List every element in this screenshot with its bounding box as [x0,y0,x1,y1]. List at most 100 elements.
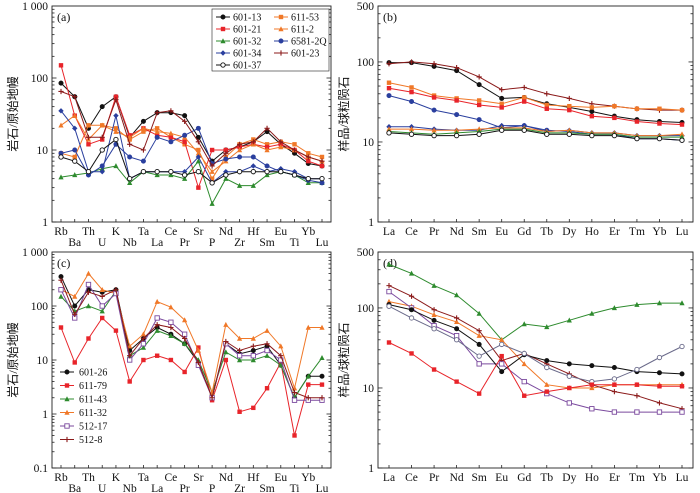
data-point [589,382,595,387]
x-tick-label: Tb [540,472,553,484]
series-line [389,62,683,123]
x-tick-label: Tm [629,472,645,484]
data-point [264,386,270,391]
data-point [72,147,78,153]
data-point [113,287,119,293]
data-point [544,389,549,394]
data-point [544,381,550,387]
y-tick-label: 100 [31,73,49,85]
data-point [305,154,311,160]
data-point [634,409,640,415]
data-point [99,308,105,314]
data-point [72,158,78,164]
x-tick-label: Yb [652,226,666,238]
data-point [431,317,437,323]
data-point [236,347,243,354]
series-line [388,291,682,413]
data-point [140,344,147,350]
data-point [182,175,188,181]
data-point [679,131,685,137]
data-point [251,405,256,411]
data-point [223,150,229,156]
data-point [386,340,392,345]
data-point [140,335,147,342]
data-point [209,168,215,174]
x-tick-label: Th [82,226,95,238]
x-tick-label: Nb [123,483,137,493]
data-point [305,373,311,379]
series-line [60,91,323,167]
data-point [278,144,284,150]
legend-label: 611-53 [291,13,319,24]
data-point [476,391,482,396]
data-point [264,169,270,175]
data-point [72,360,77,365]
data-point [141,129,146,134]
data-point [113,328,119,333]
x-tick-label: Sm [471,472,486,484]
x-tick-label: Pr [429,472,439,484]
data-point [544,364,550,371]
series-line [388,128,682,138]
data-point [182,139,187,144]
data-point [209,395,215,401]
data-point [386,85,392,91]
data-point [679,384,685,389]
data-point [58,277,64,283]
data-point [154,327,160,333]
data-point [656,400,663,406]
x-tick-label: Rb [54,226,68,238]
data-point [566,127,572,133]
x-tick-label: P [209,483,215,493]
data-point [278,343,284,349]
plot-frame [51,5,332,223]
data-point [99,122,105,128]
data-point [113,128,119,134]
series-line [388,305,683,383]
data-point [99,293,105,300]
data-point [85,303,92,309]
x-tick-label: Ba [68,483,81,493]
data-point [431,307,437,313]
data-point [58,122,64,128]
y-tick-label: 1 [42,217,48,229]
y-axis-label: 岩石/原始地幔 [5,322,20,397]
series-line [388,87,683,126]
data-point [237,154,243,160]
y-axis-label: 样品/球粒陨石 [336,322,351,397]
data-point [319,382,325,387]
data-point [182,369,187,375]
data-point [634,106,640,111]
data-point [291,172,298,178]
data-point [99,134,105,140]
data-point [182,132,188,138]
series-line [389,127,683,137]
data-point [154,126,160,131]
data-point [264,125,270,131]
legend-label: 601-21 [233,25,261,36]
data-point [453,132,460,139]
data-point [476,98,482,103]
x-tick-label: U [98,483,107,493]
y-tick-label: 10 [37,355,49,367]
data-point [209,163,215,169]
data-point [589,105,595,110]
data-point [182,335,188,342]
data-point [140,341,147,347]
data-point [196,147,201,153]
y-tick-label: 1 [368,463,374,475]
legend-marker [220,38,226,44]
y-tick-label: 1 000 [22,247,48,259]
data-point [236,147,243,153]
series-611-79 [58,315,325,438]
data-point [223,357,229,363]
data-point [168,319,174,325]
data-point [319,395,325,401]
x-tick-label: Eu [495,472,508,484]
data-point [567,385,572,391]
data-point [141,357,146,363]
data-point [408,293,415,299]
data-point [409,99,415,105]
